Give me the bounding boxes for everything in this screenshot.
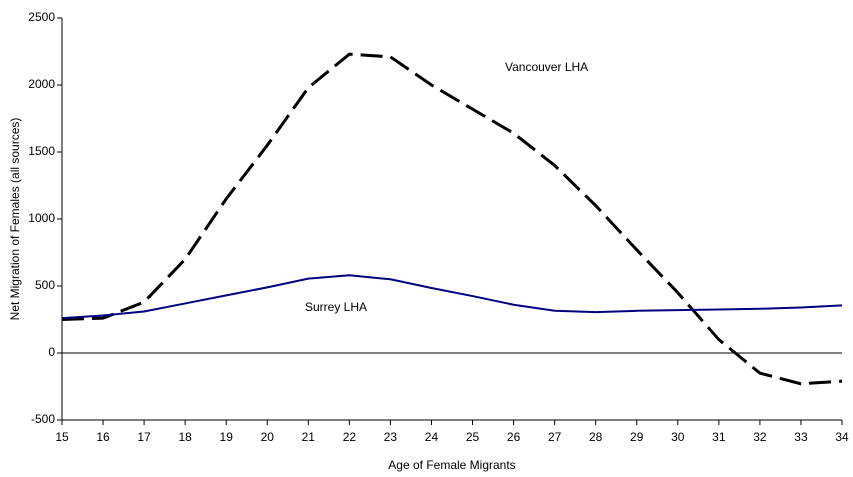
x-tick-label: 31 <box>712 430 726 444</box>
y-tick-label: 500 <box>35 278 55 292</box>
x-tick-label: 20 <box>261 430 275 444</box>
x-tick-label: 19 <box>220 430 234 444</box>
x-tick-label: 22 <box>343 430 357 444</box>
series-label: Surrey LHA <box>305 300 367 314</box>
x-tick-label: 32 <box>753 430 767 444</box>
x-tick-label: 34 <box>835 430 849 444</box>
x-tick-label: 29 <box>630 430 644 444</box>
y-tick-label: -500 <box>31 412 55 426</box>
y-tick-label: 2500 <box>28 10 55 24</box>
series-line <box>61 274 843 320</box>
x-tick-label: 30 <box>671 430 685 444</box>
x-tick-label: 18 <box>178 430 192 444</box>
x-tick-label: 23 <box>384 430 398 444</box>
y-tick-label: 2000 <box>28 77 55 91</box>
x-tick-label: 24 <box>425 430 439 444</box>
x-tick-label: 15 <box>55 430 69 444</box>
series-label: Vancouver LHA <box>505 60 588 74</box>
y-tick-label: 1000 <box>28 211 55 225</box>
x-tick-label: 26 <box>507 430 521 444</box>
x-tick-label: 28 <box>589 430 603 444</box>
y-axis-title: Net Migration of Females (all sources) <box>8 118 22 321</box>
x-tick-label: 27 <box>548 430 562 444</box>
x-tick-label: 16 <box>96 430 110 444</box>
x-tick-label: 21 <box>302 430 316 444</box>
x-tick-label: 33 <box>794 430 808 444</box>
series-line <box>61 52 843 386</box>
y-tick-label: 1500 <box>28 144 55 158</box>
x-axis-title: Age of Female Migrants <box>388 458 515 472</box>
y-tick-label: 0 <box>48 345 55 359</box>
x-tick-label: 17 <box>137 430 151 444</box>
x-tick-label: 25 <box>466 430 480 444</box>
